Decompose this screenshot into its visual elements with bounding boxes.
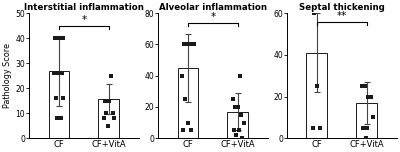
Point	[110, 117, 117, 119]
Point	[56, 37, 62, 39]
Text: *: *	[81, 15, 86, 25]
Point	[179, 74, 185, 77]
Point	[362, 85, 368, 87]
Point	[102, 99, 108, 102]
Point	[236, 129, 242, 131]
Point	[311, 12, 317, 14]
Point	[110, 112, 116, 114]
Point	[183, 43, 190, 46]
Point	[230, 129, 237, 131]
Point	[189, 43, 195, 46]
Point	[238, 137, 245, 139]
Point	[54, 72, 61, 74]
Bar	[48, 71, 70, 138]
Point	[230, 98, 236, 100]
Point	[317, 126, 323, 129]
Title: Septal thickening: Septal thickening	[299, 3, 385, 12]
Point	[59, 97, 66, 99]
Point	[360, 126, 366, 129]
Point	[51, 72, 57, 74]
Point	[188, 129, 195, 131]
Point	[101, 117, 107, 119]
Point	[58, 117, 64, 119]
Point	[358, 85, 365, 87]
Point	[314, 85, 320, 87]
Point	[181, 43, 187, 46]
Y-axis label: Pathology Score: Pathology Score	[4, 43, 12, 108]
Point	[186, 43, 193, 46]
Point	[103, 112, 110, 114]
Point	[108, 74, 114, 77]
Point	[232, 106, 238, 108]
Point	[104, 124, 111, 127]
Point	[233, 134, 240, 136]
Point	[363, 137, 369, 139]
Point	[370, 116, 376, 119]
Point	[237, 74, 244, 77]
Point	[60, 37, 66, 39]
Point	[238, 114, 244, 116]
Point	[191, 43, 198, 46]
Point	[52, 97, 59, 99]
Title: Interstitial inflammation: Interstitial inflammation	[24, 3, 144, 12]
Bar	[178, 68, 198, 138]
Bar	[227, 112, 248, 138]
Point	[53, 117, 60, 119]
Bar	[306, 53, 327, 138]
Point	[58, 72, 65, 74]
Bar	[98, 99, 119, 138]
Point	[365, 95, 371, 98]
Point	[364, 126, 370, 129]
Point	[185, 121, 192, 124]
Text: **: **	[337, 11, 347, 21]
Point	[240, 121, 247, 124]
Title: Alveolar inflammation: Alveolar inflammation	[159, 3, 267, 12]
Point	[182, 98, 188, 100]
Point	[106, 99, 112, 102]
Point	[52, 37, 58, 39]
Point	[180, 129, 187, 131]
Text: *: *	[210, 12, 216, 22]
Bar	[356, 103, 377, 138]
Point	[310, 126, 316, 129]
Point	[368, 95, 374, 98]
Point	[234, 106, 241, 108]
